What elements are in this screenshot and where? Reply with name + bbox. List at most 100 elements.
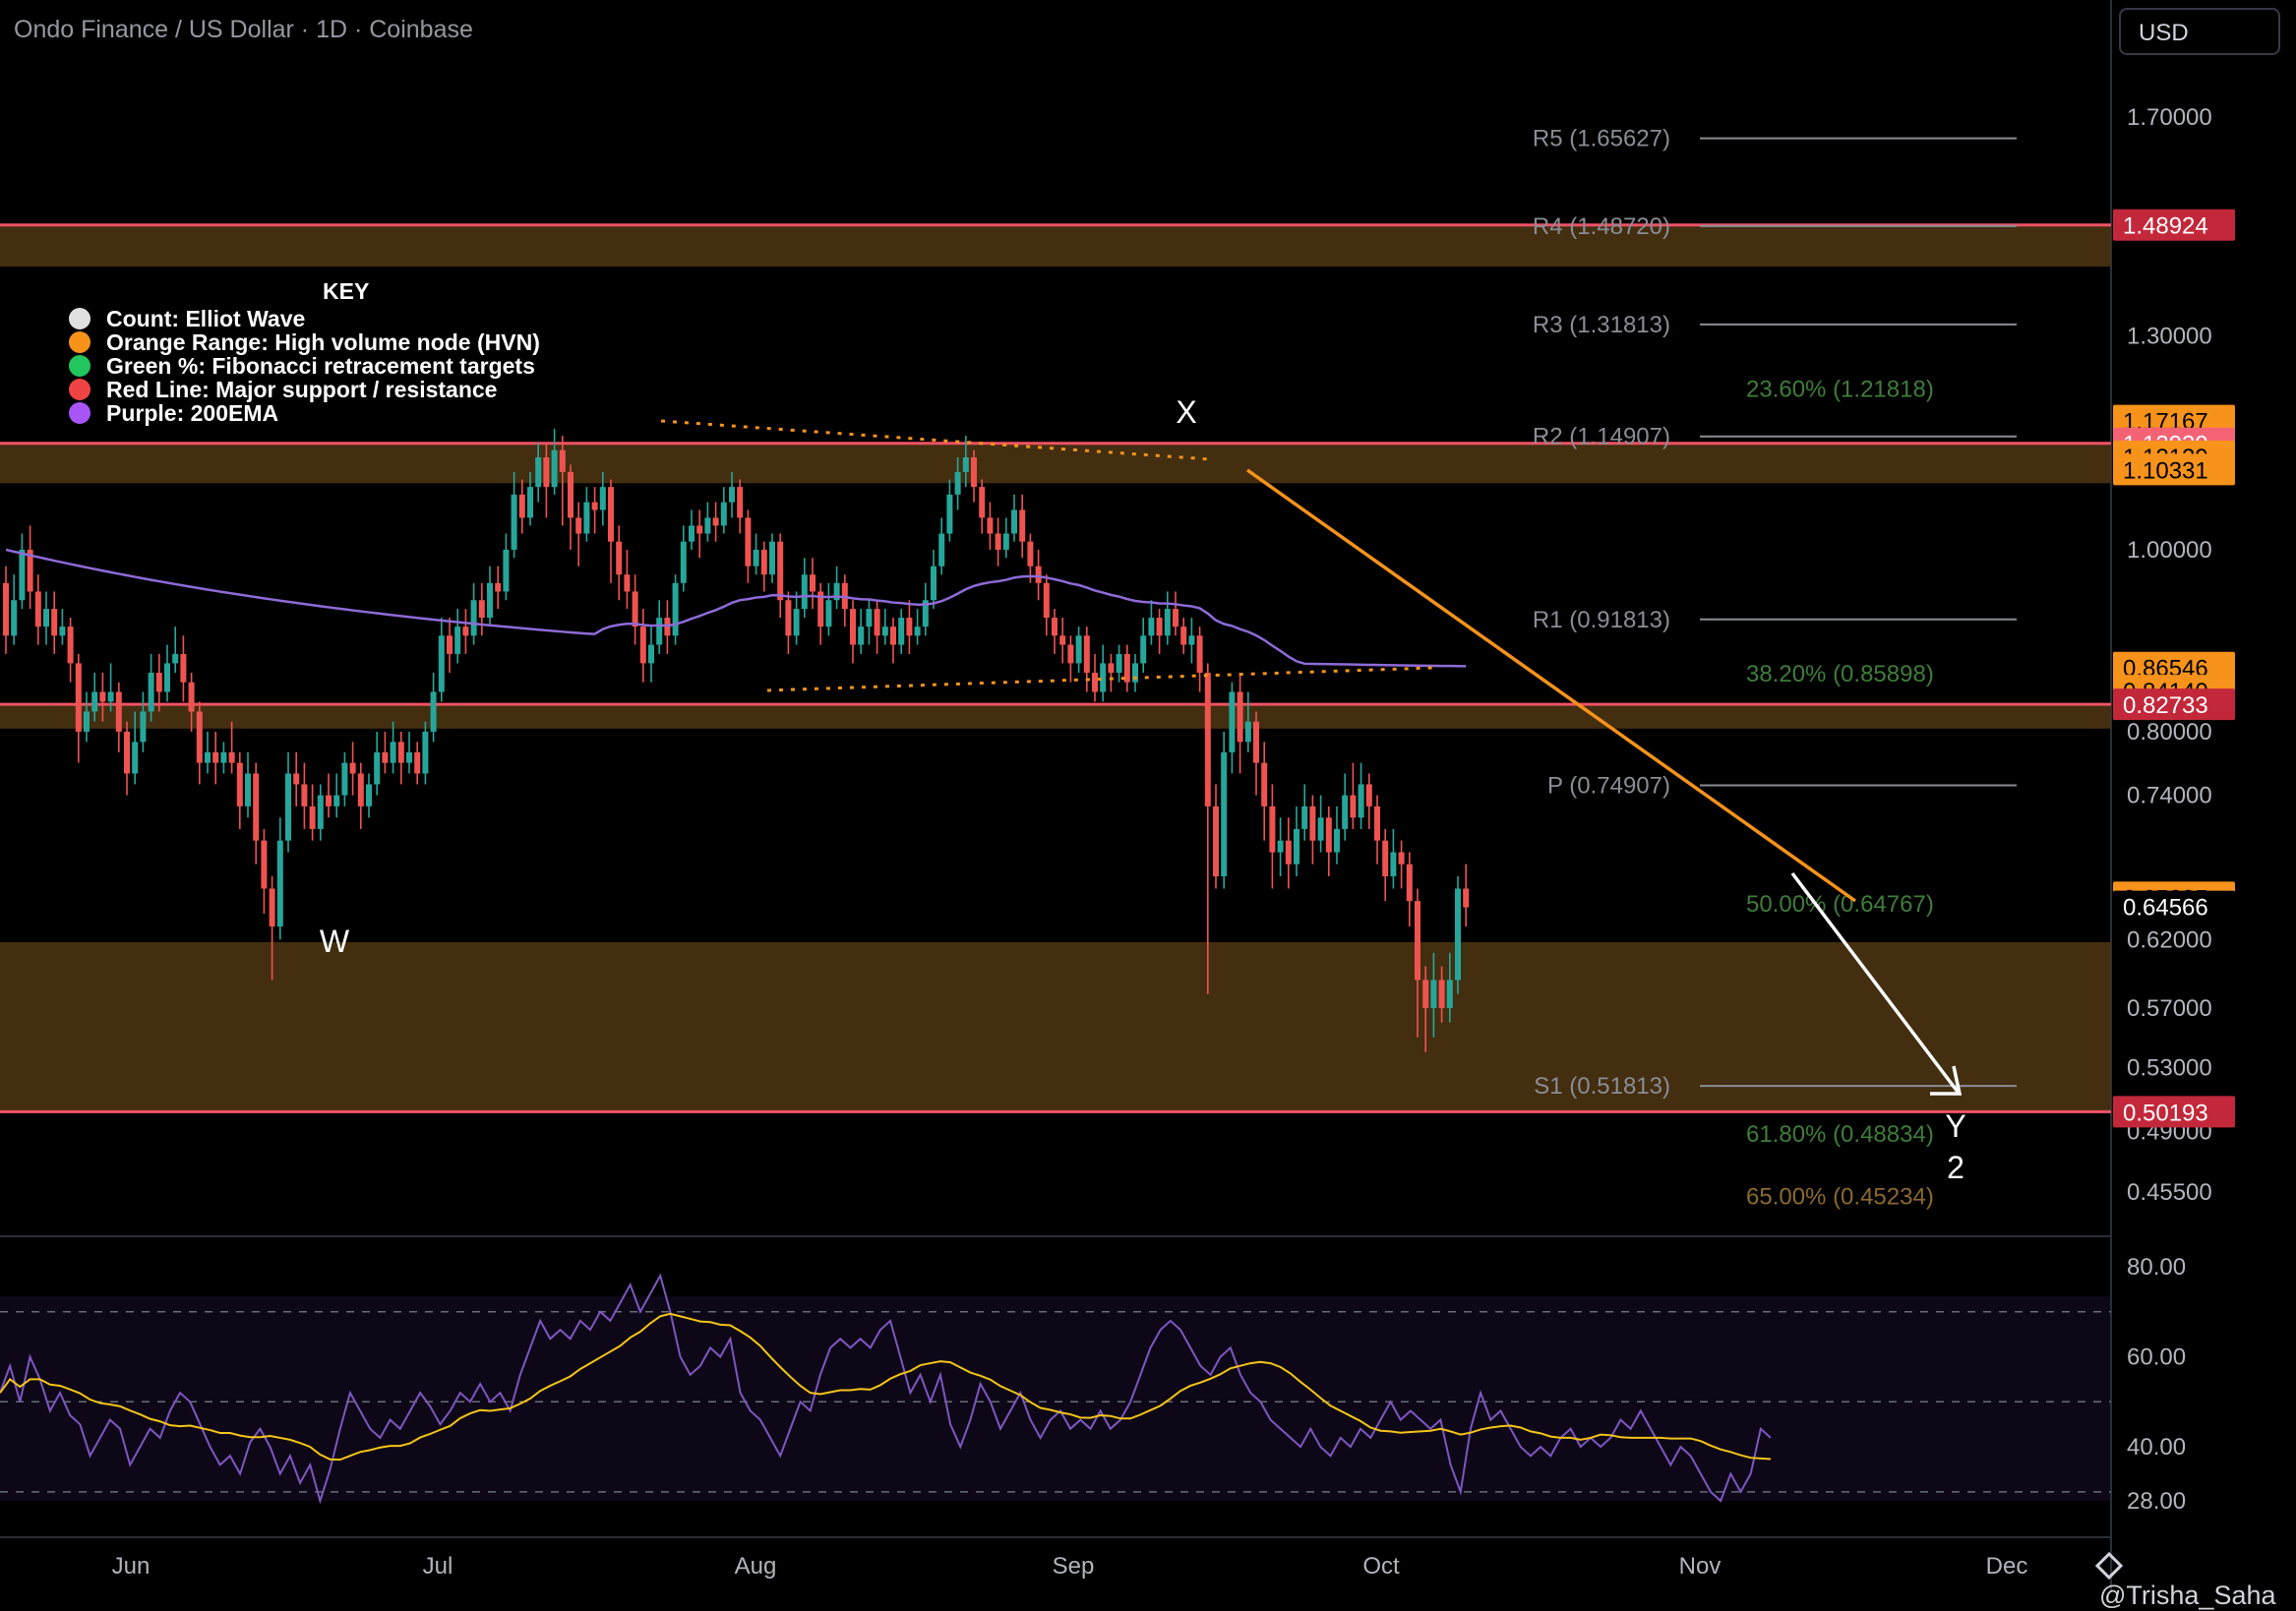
candle-body — [1438, 980, 1445, 1008]
candle-body — [906, 618, 913, 636]
candle-body — [180, 653, 187, 683]
candle-body — [1261, 762, 1268, 806]
candle-body — [414, 751, 421, 774]
candle-body — [172, 653, 179, 664]
candle-body — [1083, 635, 1090, 673]
candle-body — [253, 773, 260, 841]
candle-body — [962, 456, 969, 472]
time-tick-label: Jul — [423, 1553, 453, 1580]
candle-body — [1204, 672, 1211, 806]
candle-body — [1237, 691, 1243, 743]
candle-body — [1358, 784, 1364, 818]
candle-body — [689, 525, 695, 542]
price-badge-label: 1.48924 — [2123, 213, 2208, 240]
candle-body — [599, 487, 606, 510]
candle-body — [91, 691, 98, 712]
price-badge — [2113, 1096, 2235, 1128]
time-tick-label: Nov — [1679, 1553, 1722, 1580]
candle-body — [1164, 609, 1171, 636]
candle-body — [205, 751, 211, 763]
candle-body — [785, 600, 792, 636]
key-title: KEY — [323, 278, 370, 304]
candle-body — [1309, 806, 1316, 841]
arrow-head-icon — [1930, 1065, 1963, 1096]
currency-selector[interactable]: USD — [2119, 8, 2280, 55]
candle-body — [551, 449, 558, 488]
key-item-hvn: Orange Range: High volume node (HVN) — [69, 330, 540, 354]
candle-body — [954, 471, 961, 495]
rsi-tick-label: 60.00 — [2127, 1344, 2186, 1371]
candle-body — [1092, 672, 1098, 692]
time-tick-label: Sep — [1053, 1553, 1095, 1580]
price-tick-label: 0.62000 — [2127, 926, 2212, 953]
triangle-lower-line — [766, 666, 1433, 692]
candle-body — [333, 795, 340, 806]
candle-body — [987, 517, 994, 534]
candle-body — [1173, 609, 1178, 627]
candle-body — [890, 626, 896, 645]
candle-body — [34, 591, 41, 627]
candle-body — [374, 751, 381, 785]
candle-body — [1342, 795, 1349, 829]
candle-body — [1221, 751, 1228, 876]
pivot-label: R2 (1.14907) — [1533, 424, 1670, 450]
candle-body — [793, 609, 800, 636]
candle-body — [729, 487, 735, 503]
candle-body — [430, 691, 437, 732]
fib-label: 50.00% (0.64767) — [1746, 891, 1934, 918]
candle-body — [1123, 653, 1130, 683]
hvn-zone — [0, 704, 2111, 729]
candle-body — [276, 840, 283, 927]
key-item-wave: Count: Elliot Wave — [69, 307, 540, 330]
candle-body — [696, 525, 703, 534]
candle-body — [616, 541, 623, 575]
candle-body — [1075, 635, 1082, 664]
candle-body — [99, 691, 106, 702]
candle-body — [1269, 806, 1276, 853]
candle-body — [406, 751, 412, 763]
candle-body — [914, 626, 921, 636]
candle-body — [148, 672, 154, 712]
candle-body — [639, 626, 646, 664]
candle-body — [309, 806, 316, 829]
candle-body — [107, 691, 114, 702]
candle-body — [979, 487, 986, 518]
candle-body — [971, 456, 977, 488]
candle-body — [1213, 806, 1219, 876]
candle-body — [43, 609, 49, 627]
candle-body — [454, 626, 461, 654]
candle-body — [518, 494, 525, 518]
candle-body — [164, 663, 170, 692]
candle-body — [293, 773, 300, 785]
candle-body — [301, 784, 308, 806]
candle-body — [833, 582, 840, 601]
candle-body — [366, 784, 372, 806]
candle-body — [495, 582, 502, 592]
candle-body — [874, 609, 880, 636]
key-item-support: Red Line: Major support / resistance — [69, 378, 540, 401]
key-label: Purple: 200EMA — [106, 400, 279, 426]
candle-body — [1156, 618, 1163, 636]
candle-body — [1334, 828, 1340, 853]
price-tick-label: 1.30000 — [2127, 323, 2212, 349]
candle-body — [317, 795, 324, 829]
rsi-band — [0, 1296, 2111, 1501]
candle-body — [1253, 721, 1259, 763]
rsi-ma-line — [0, 1312, 1772, 1462]
price-badge — [2113, 453, 2235, 486]
price-tick-label: 0.74000 — [2127, 783, 2212, 809]
candle-body — [67, 626, 74, 664]
candle-body — [1244, 721, 1251, 743]
candle-body — [188, 682, 195, 712]
candle-body — [1052, 618, 1057, 636]
candle-body — [583, 502, 590, 534]
key-label: Green %: Fibonacci retracement targets — [106, 353, 535, 379]
candle-body — [1019, 509, 1026, 542]
candle-body — [777, 541, 784, 601]
candle-body — [858, 626, 865, 645]
candle-body — [825, 600, 832, 627]
key-label: Count: Elliot Wave — [106, 306, 306, 331]
key-label: Red Line: Major support / resistance — [106, 377, 498, 402]
candle-body — [422, 731, 429, 774]
